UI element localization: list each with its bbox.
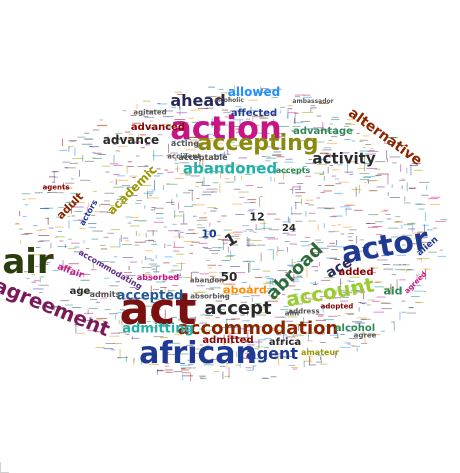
cloud-word: acting (170, 139, 200, 148)
cloud-word: advance (102, 133, 160, 147)
cloud-word: affected (230, 108, 278, 119)
cloud-word: absorbed (136, 273, 180, 282)
cloud-word: 24 (282, 223, 296, 234)
cloud-word: absorbing (190, 292, 230, 301)
cloud-word: accepted (116, 288, 184, 304)
cloud-word: alcoholic (214, 97, 244, 104)
cloud-word: aim (284, 309, 300, 318)
cloud-word: agent (245, 344, 299, 363)
cloud-word: african (139, 336, 257, 371)
cloud-word: admits (89, 290, 121, 299)
cloud-word: accommodation (177, 318, 339, 339)
cloud-word: 12 (249, 210, 265, 224)
cloud-word: admitting (122, 321, 194, 337)
cloud-word: added (338, 267, 374, 278)
cloud-word: allowed (227, 85, 281, 99)
cloud-word: alcohol (334, 323, 376, 334)
cloud-word: accident (167, 152, 201, 161)
cloud-word: advanced (130, 122, 186, 133)
cloud-word: africa (268, 337, 302, 348)
cloud-word: 50 (220, 270, 238, 284)
cloud-word: 10 (201, 227, 217, 241)
cloud-word: act (119, 284, 197, 335)
cloud-word: address (288, 307, 320, 316)
cloud-word: acceptable (178, 153, 228, 162)
cloud-word: aboard (223, 283, 267, 297)
cloud-word: adopted (320, 302, 354, 311)
cloud-word: accepting (197, 131, 319, 156)
cloud-word: age (69, 286, 91, 297)
cloud-word: agree (353, 331, 377, 340)
cloud-word: activity (312, 149, 376, 168)
cloud-word: advantage (293, 126, 353, 137)
cloud-word: admitted (202, 335, 254, 346)
cloud-word: air (2, 242, 54, 282)
cloud-word: ambassador (292, 98, 334, 105)
cloud-word: accept (204, 298, 272, 319)
cloud-word: ahead (170, 91, 226, 110)
corner-mark (0, 462, 9, 473)
cloud-word: abandon (189, 276, 225, 285)
cloud-word: accepts (275, 166, 311, 175)
cloud-word: abandoned (182, 159, 278, 178)
cloud-word: agents (42, 183, 70, 192)
cloud-word: agitated (133, 108, 167, 117)
cloud-word: amateur (300, 348, 340, 357)
cloud-word: action (170, 109, 282, 147)
cloud-word: aid (383, 284, 403, 298)
